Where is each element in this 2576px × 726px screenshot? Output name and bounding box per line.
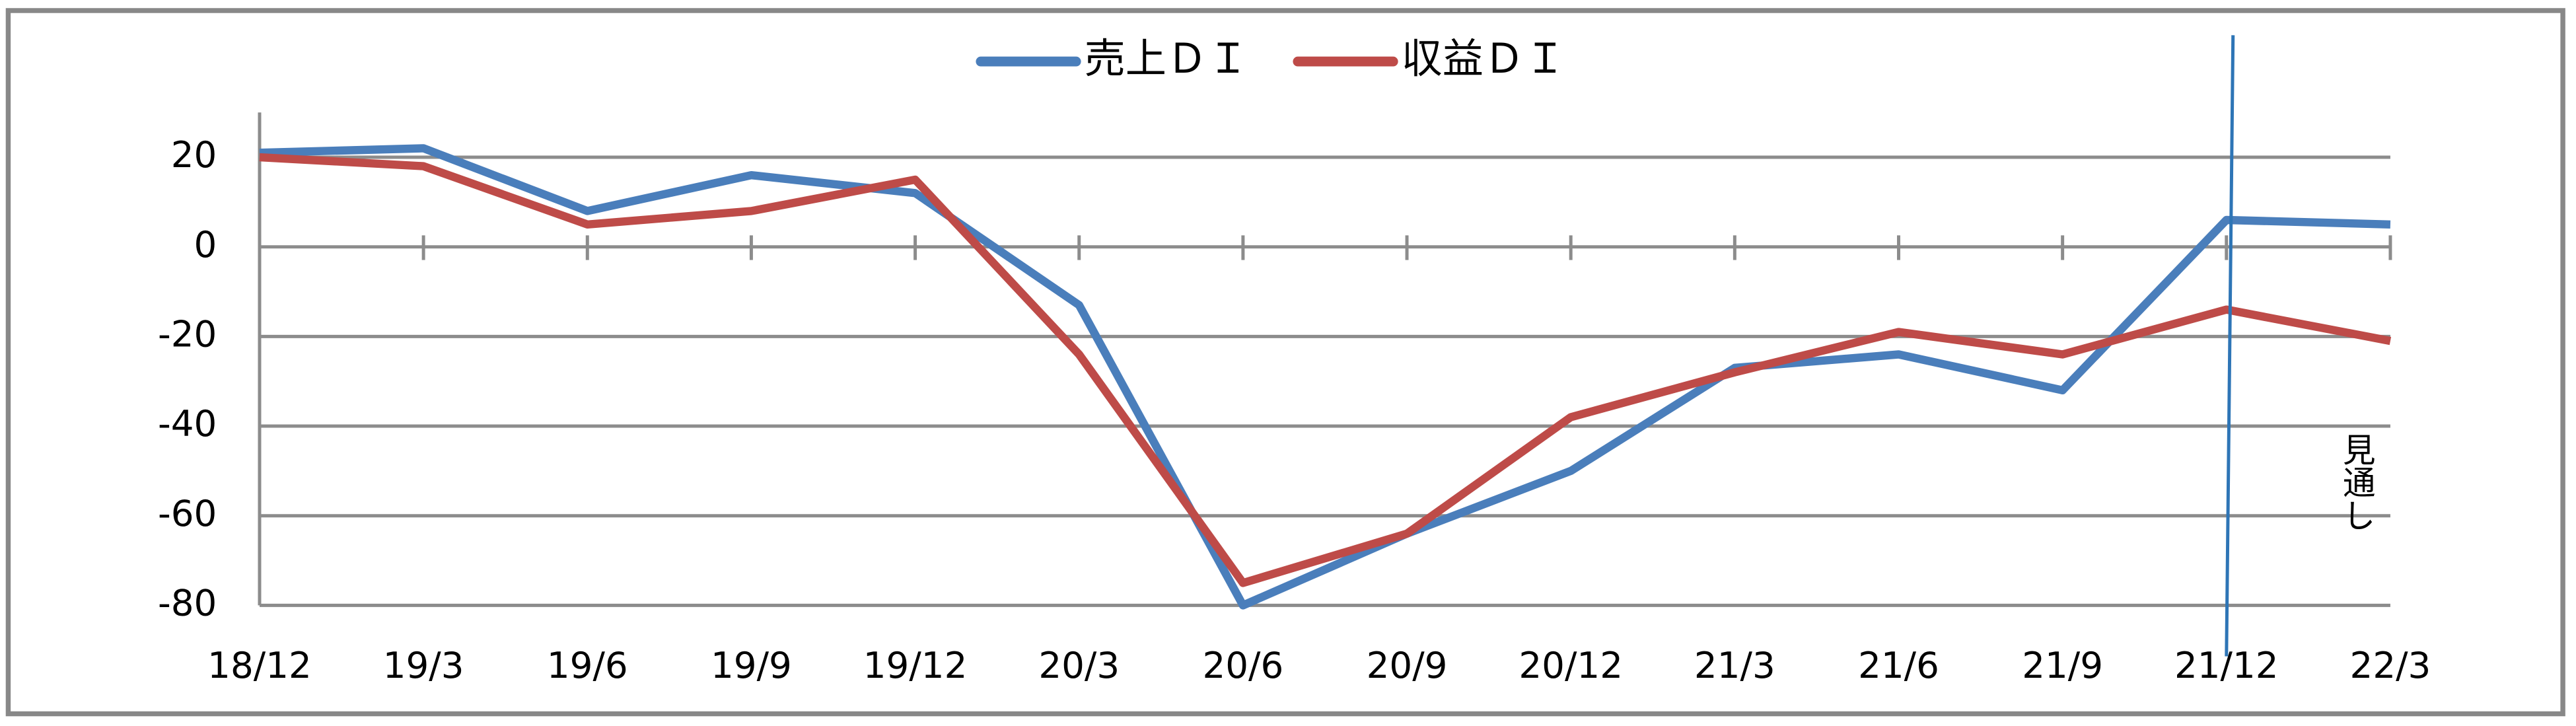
y-tick-label: -20 bbox=[158, 312, 217, 355]
x-tick-label: 21/6 bbox=[1858, 644, 1939, 686]
y-tick-label: -80 bbox=[158, 581, 217, 624]
legend-label: 収益ＤＩ bbox=[1402, 34, 1566, 83]
x-tick-label: 19/3 bbox=[383, 644, 464, 686]
legend-label: 売上ＤＩ bbox=[1085, 34, 1249, 83]
chart-frame bbox=[5, 8, 2565, 717]
series-line bbox=[259, 153, 2392, 587]
y-tick-label: 20 bbox=[171, 133, 217, 176]
annotation: 見通し bbox=[2338, 433, 2376, 531]
x-tick-label: 21/9 bbox=[2022, 644, 2103, 686]
y-tick-label: 0 bbox=[194, 223, 217, 266]
y-tick-label: -40 bbox=[158, 402, 217, 445]
x-tick-label: 22/3 bbox=[2350, 644, 2431, 686]
y-tick-label: -60 bbox=[158, 492, 217, 534]
x-tick-label: 18/12 bbox=[207, 644, 312, 686]
x-tick-label: 19/9 bbox=[711, 644, 792, 686]
x-tick-label: 20/3 bbox=[1038, 644, 1120, 686]
x-tick-label: 19/6 bbox=[547, 644, 628, 686]
x-tick-label: 21/3 bbox=[1694, 644, 1775, 686]
x-tick-label: 19/12 bbox=[863, 644, 968, 686]
x-tick-label: 20/6 bbox=[1202, 644, 1283, 686]
series-line bbox=[259, 144, 2391, 610]
x-tick-label: 20/12 bbox=[1519, 644, 1623, 686]
x-tick-label: 20/9 bbox=[1367, 644, 1448, 686]
forecast-divider bbox=[2225, 35, 2235, 657]
